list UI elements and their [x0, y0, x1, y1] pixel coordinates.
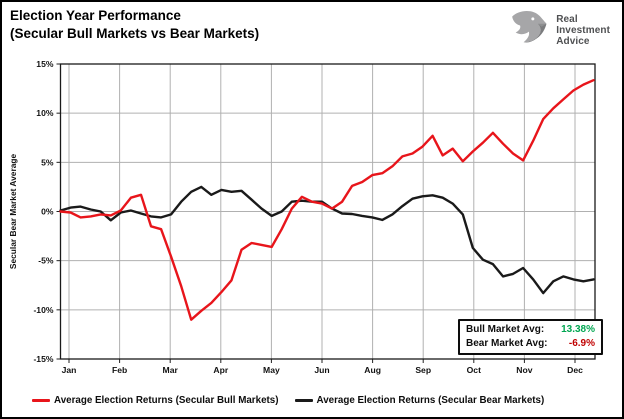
bull-markets-line — [59, 78, 595, 321]
y-tick-label: -10% — [33, 305, 53, 315]
y-axis-title: Secular Bear Market Average — [8, 154, 18, 270]
x-tick-label: Jun — [314, 365, 329, 375]
bear-markets-line — [59, 185, 595, 295]
bull-series-swatch — [32, 398, 50, 402]
chart-title: Election Year Performance (Secular Bull … — [10, 7, 259, 42]
x-tick-label: Nov — [516, 365, 532, 375]
logo-line-2: Investment — [556, 25, 610, 37]
ria-logo-text: Real Investment Advice — [556, 14, 610, 47]
y-tick-label: 10% — [36, 108, 54, 118]
bear-series-swatch — [294, 398, 313, 402]
legend-item-bull: Average Election Returns (Secular Bull M… — [32, 395, 279, 406]
x-tick-label: May — [263, 365, 280, 375]
bull-avg-row: Bull Market Avg: 13.38% — [466, 323, 595, 338]
x-tick-label: Mar — [163, 365, 179, 375]
title-line-2: (Secular Bull Markets vs Bear Markets) — [10, 25, 260, 41]
y-tick-label: -5% — [38, 256, 54, 266]
bear-avg-row: Bear Market Avg: -6.9% — [466, 337, 595, 352]
bull-avg-value: 13.38% — [561, 323, 595, 335]
y-tick-label: -15% — [33, 354, 53, 364]
x-tick-label: Dec — [567, 365, 583, 375]
logo-line-3: Advice — [556, 35, 590, 47]
legend-item-bear: Average Election Returns (Secular Bear M… — [294, 394, 545, 406]
bear-avg-label: Bear Market Avg: — [466, 338, 548, 349]
x-tick-label: Jan — [62, 365, 77, 375]
ria-logo: Real Investment Advice — [506, 9, 610, 54]
x-tick-label: Feb — [112, 365, 127, 375]
y-tick-label: 0% — [41, 207, 54, 217]
avg-annotation-box: Bull Market Avg: 13.38% Bear Market Avg:… — [458, 319, 603, 355]
y-tick-label: 5% — [41, 157, 54, 167]
x-tick-label: Oct — [467, 365, 481, 375]
x-tick-label: Aug — [364, 365, 381, 375]
legend-label-bear: Average Election Returns (Secular Bear M… — [316, 394, 545, 406]
legend-label-bull: Average Election Returns (Secular Bull M… — [54, 394, 279, 406]
x-tick-label: Sep — [415, 365, 431, 375]
bull-avg-label: Bull Market Avg: — [466, 323, 545, 335]
eagle-icon — [506, 9, 550, 54]
logo-line-1: Real — [556, 14, 578, 26]
x-tick-label: Apr — [213, 365, 228, 375]
legend: Average Election Returns (Secular Bull M… — [32, 391, 544, 409]
bear-avg-value: -6.9% — [568, 338, 595, 349]
title-line-1: Election Year Performance — [10, 8, 181, 23]
y-tick-label: 15% — [36, 59, 54, 69]
